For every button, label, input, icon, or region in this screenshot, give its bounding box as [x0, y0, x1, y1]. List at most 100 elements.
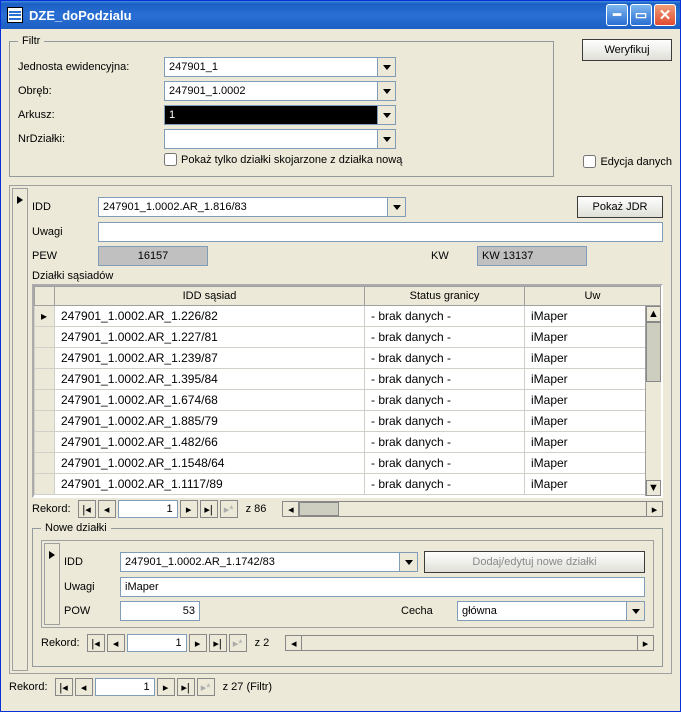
cell-idd[interactable]: 247901_1.0002.AR_1.239/87	[55, 348, 365, 369]
cecha-input[interactable]	[457, 601, 627, 621]
table-row[interactable]: 247901_1.0002.AR_1.1548/64- brak danych …	[35, 453, 661, 474]
cell-idd[interactable]: 247901_1.0002.AR_1.885/79	[55, 411, 365, 432]
maximize-button[interactable]: ▭	[630, 4, 652, 26]
nowe-nav-next-icon[interactable]: ▸	[189, 634, 207, 652]
nrdzialki-input[interactable]	[164, 129, 378, 149]
grid-vscroll[interactable]: ▲ ▼	[645, 306, 661, 496]
cell-uw[interactable]: iMaper	[525, 369, 661, 390]
jednostka-input[interactable]	[164, 57, 378, 77]
pokaz-jdr-button[interactable]: Pokaż JDR	[577, 196, 663, 218]
hscroll-right-icon[interactable]: ▸	[646, 502, 662, 516]
row-header[interactable]: ▸	[35, 306, 55, 327]
footer-nav-last-icon[interactable]: ▸|	[177, 678, 195, 696]
cell-uw[interactable]: iMaper	[525, 432, 661, 453]
cell-uw[interactable]: iMaper	[525, 327, 661, 348]
row-header[interactable]	[35, 432, 55, 453]
nowe-uwagi-input[interactable]	[120, 577, 645, 597]
table-row[interactable]: 247901_1.0002.AR_1.482/66- brak danych -…	[35, 432, 661, 453]
cell-idd[interactable]: 247901_1.0002.AR_1.395/84	[55, 369, 365, 390]
cell-uw[interactable]: iMaper	[525, 306, 661, 327]
footer-nav-prev-icon[interactable]: ◂	[75, 678, 93, 696]
table-row[interactable]: 247901_1.0002.AR_1.227/81- brak danych -…	[35, 327, 661, 348]
nowe-hscroll-right-icon[interactable]: ▸	[637, 636, 653, 650]
grid-hscroll[interactable]: ◂ ▸	[282, 501, 663, 517]
cell-uw[interactable]: iMaper	[525, 474, 661, 495]
nowe-nav-new-icon[interactable]: ▸*	[229, 634, 247, 652]
table-row[interactable]: 247901_1.0002.AR_1.395/84- brak danych -…	[35, 369, 661, 390]
footer-nav-first-icon[interactable]: |◂	[55, 678, 73, 696]
nav-prev-icon[interactable]: ◂	[98, 500, 116, 518]
rekord-pos-input[interactable]	[118, 500, 178, 518]
footer-nav-new-icon[interactable]: ▸*	[197, 678, 215, 696]
pow-input[interactable]	[120, 601, 200, 621]
hscroll-left-icon[interactable]: ◂	[283, 502, 299, 516]
cell-idd[interactable]: 247901_1.0002.AR_1.674/68	[55, 390, 365, 411]
dodaj-button[interactable]: Dodaj/edytuj nowe działki	[424, 551, 645, 573]
uwagi-input[interactable]	[98, 222, 663, 242]
minimize-button[interactable]: ━	[606, 4, 628, 26]
arkusz-input[interactable]	[164, 105, 378, 125]
cell-idd[interactable]: 247901_1.0002.AR_1.226/82	[55, 306, 365, 327]
obreb-input[interactable]	[164, 81, 378, 101]
cell-status[interactable]: - brak danych -	[365, 369, 525, 390]
row-header[interactable]	[35, 348, 55, 369]
nowe-idd-input[interactable]	[120, 552, 400, 572]
scroll-thumb[interactable]	[646, 322, 661, 382]
footer-nav-next-icon[interactable]: ▸	[157, 678, 175, 696]
pokaz-checkbox[interactable]	[164, 153, 177, 166]
close-button[interactable]: ✕	[654, 4, 676, 26]
cell-status[interactable]: - brak danych -	[365, 453, 525, 474]
scroll-down-icon[interactable]: ▼	[646, 480, 661, 496]
table-row[interactable]: 247901_1.0002.AR_1.1117/89- brak danych …	[35, 474, 661, 495]
col-idd[interactable]: IDD sąsiad	[55, 287, 365, 306]
hscroll-thumb[interactable]	[299, 502, 339, 516]
row-header[interactable]	[35, 369, 55, 390]
cell-idd[interactable]: 247901_1.0002.AR_1.482/66	[55, 432, 365, 453]
cecha-dropdown[interactable]	[627, 601, 645, 621]
nowe-nav-last-icon[interactable]: ▸|	[209, 634, 227, 652]
nrdzialki-dropdown[interactable]	[378, 129, 396, 149]
edycja-checkbox[interactable]	[583, 155, 596, 168]
scroll-up-icon[interactable]: ▲	[646, 306, 661, 322]
cell-idd[interactable]: 247901_1.0002.AR_1.1117/89	[55, 474, 365, 495]
cell-uw[interactable]: iMaper	[525, 453, 661, 474]
weryfikuj-button[interactable]: Weryfikuj	[582, 39, 672, 61]
arkusz-dropdown[interactable]	[378, 105, 396, 125]
nav-new-icon[interactable]: ▸*	[220, 500, 238, 518]
cell-status[interactable]: - brak danych -	[365, 411, 525, 432]
nowe-nav-prev-icon[interactable]: ◂	[107, 634, 125, 652]
nowe-record-selector[interactable]	[44, 543, 60, 625]
row-header[interactable]	[35, 327, 55, 348]
row-header[interactable]	[35, 453, 55, 474]
cell-status[interactable]: - brak danych -	[365, 348, 525, 369]
cell-status[interactable]: - brak danych -	[365, 327, 525, 348]
nav-first-icon[interactable]: |◂	[78, 500, 96, 518]
table-row[interactable]: 247901_1.0002.AR_1.674/68- brak danych -…	[35, 390, 661, 411]
col-status[interactable]: Status granicy	[365, 287, 525, 306]
row-header[interactable]	[35, 411, 55, 432]
neighbors-grid[interactable]: IDD sąsiad Status granicy Uw ▸247901_1.0…	[32, 284, 663, 498]
nowe-hscroll-left-icon[interactable]: ◂	[286, 636, 302, 650]
nowe-idd-dropdown[interactable]	[400, 552, 418, 572]
footer-rekord-pos-input[interactable]	[95, 678, 155, 696]
cell-status[interactable]: - brak danych -	[365, 390, 525, 411]
nowe-rekord-pos-input[interactable]	[127, 634, 187, 652]
table-row[interactable]: 247901_1.0002.AR_1.885/79- brak danych -…	[35, 411, 661, 432]
idd-input[interactable]	[98, 197, 388, 217]
row-header[interactable]	[35, 474, 55, 495]
row-header[interactable]	[35, 390, 55, 411]
cell-uw[interactable]: iMaper	[525, 348, 661, 369]
nav-next-icon[interactable]: ▸	[180, 500, 198, 518]
nowe-nav-first-icon[interactable]: |◂	[87, 634, 105, 652]
idd-dropdown[interactable]	[388, 197, 406, 217]
cell-idd[interactable]: 247901_1.0002.AR_1.227/81	[55, 327, 365, 348]
table-row[interactable]: 247901_1.0002.AR_1.239/87- brak danych -…	[35, 348, 661, 369]
cell-status[interactable]: - brak danych -	[365, 306, 525, 327]
col-uw[interactable]: Uw	[525, 287, 661, 306]
main-record-selector[interactable]	[12, 188, 28, 671]
cell-status[interactable]: - brak danych -	[365, 432, 525, 453]
kw-input[interactable]	[477, 246, 587, 266]
pew-input[interactable]	[98, 246, 208, 266]
nav-last-icon[interactable]: ▸|	[200, 500, 218, 518]
table-row[interactable]: ▸247901_1.0002.AR_1.226/82- brak danych …	[35, 306, 661, 327]
